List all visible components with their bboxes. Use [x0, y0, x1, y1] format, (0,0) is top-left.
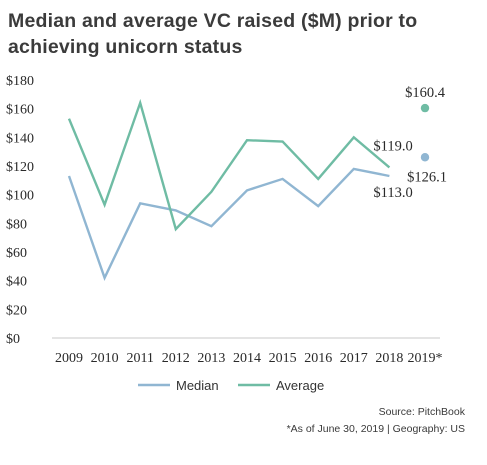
- y-tick-label: $120: [6, 160, 34, 175]
- y-tick-label: $0: [6, 332, 20, 347]
- data-point-median-2019: [420, 153, 430, 162]
- series-points: [420, 103, 430, 162]
- data-label-average-2019: $160.4: [405, 85, 446, 101]
- y-tick-label: $20: [6, 303, 27, 318]
- y-tick-label: $160: [6, 103, 34, 118]
- data-label-median-2018: $113.0: [373, 185, 412, 201]
- y-tick-label: $40: [6, 275, 27, 290]
- x-tick-label: 2018: [375, 351, 403, 366]
- x-tick-label: 2012: [162, 351, 190, 366]
- x-tick-label: 2016: [304, 351, 332, 366]
- x-tick-label: 2014: [233, 351, 261, 366]
- legend-label-average: Average: [276, 378, 324, 393]
- y-tick-label: $180: [6, 74, 34, 89]
- footnote: *As of June 30, 2019 | Geography: US: [286, 423, 465, 435]
- y-tick-label: $60: [6, 246, 27, 261]
- legend-label-median: Median: [176, 378, 219, 393]
- x-tick-label: 2019*: [408, 351, 443, 366]
- series-lines: [67, 98, 391, 281]
- series-line-median: [67, 167, 390, 281]
- x-tick-label: 2017: [340, 351, 368, 366]
- x-axis: 2009 2010 2011 2012 2013 2014 2015 2016 2017 2018…: [55, 351, 443, 366]
- legend: Median Average: [138, 378, 324, 393]
- data-labels: $160.4 $119.0 $126.1$113.0: [373, 85, 447, 201]
- x-tick-label: 2010: [91, 351, 119, 366]
- x-tick-label: 2015: [269, 351, 297, 366]
- data-label-average-2018: $119.0: [373, 138, 412, 154]
- x-tick-label: 2011: [126, 351, 153, 366]
- x-tick-label: 2009: [55, 351, 83, 366]
- y-axis: $0 $20 $40 $60 $80 $100 $120 $140 $160 $180: [6, 74, 34, 347]
- data-point-average-2019: [420, 103, 430, 113]
- series-line-average: [67, 98, 391, 232]
- source-note: Source: PitchBook: [378, 406, 465, 418]
- chart-title: Median and average VC raised ($M) prior …: [8, 10, 418, 58]
- x-tick-label: 2013: [197, 351, 225, 366]
- y-tick-label: $140: [6, 131, 34, 146]
- y-tick-label: $80: [6, 217, 27, 232]
- data-label-median-2019: $126.1: [407, 169, 447, 185]
- y-tick-label: $100: [6, 189, 34, 204]
